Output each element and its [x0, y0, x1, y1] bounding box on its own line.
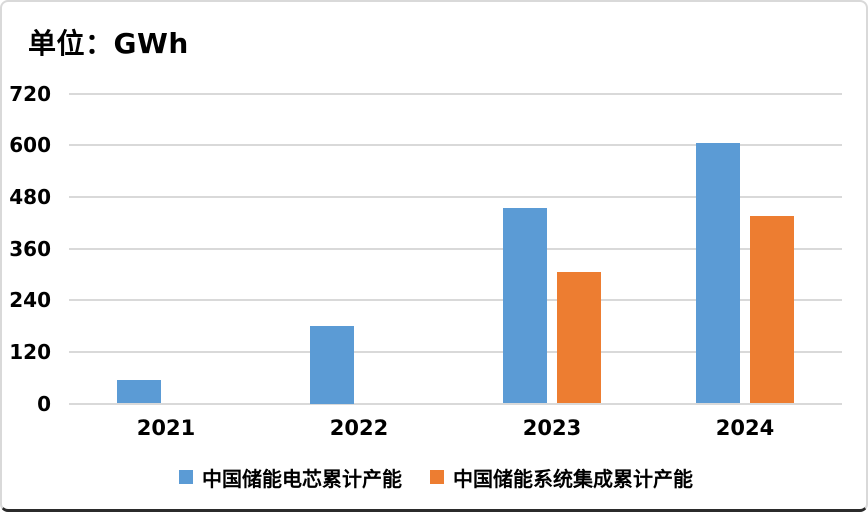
x-axis-label-2022: 2022 — [329, 416, 389, 440]
legend-item-orange: 中国储能系统集成累计产能 — [430, 463, 693, 492]
legend-swatch-icon — [430, 470, 444, 484]
bar-blue-2022 — [310, 326, 354, 404]
y-axis-label-720: 720 — [9, 81, 51, 106]
gridline-360 — [69, 247, 842, 250]
y-axis-label-480: 480 — [9, 184, 51, 209]
x-axis-label-2021: 2021 — [136, 416, 196, 440]
bar-blue-2024 — [696, 143, 740, 404]
y-axis-label-120: 120 — [9, 339, 51, 364]
gridline-600 — [69, 144, 842, 147]
legend-item-blue: 中国储能电芯累计产能 — [179, 463, 402, 492]
legend-label: 中国储能系统集成累计产能 — [453, 466, 693, 491]
y-axis-label-0: 0 — [37, 391, 51, 416]
y-axis-label-240: 240 — [9, 288, 51, 313]
y-axis-label-360: 360 — [9, 236, 51, 261]
bar-blue-2021 — [117, 379, 161, 404]
legend-label: 中国储能电芯累计产能 — [202, 466, 402, 491]
gridline-0 — [69, 402, 842, 405]
x-axis-label-2023: 2023 — [522, 416, 582, 440]
gridline-120 — [69, 350, 842, 353]
bar-orange-2024 — [750, 216, 794, 404]
gridline-480 — [69, 195, 842, 198]
legend: 中国储能电芯累计产能 中国储能系统集成累计产能 — [2, 462, 866, 492]
gridline-720 — [69, 92, 842, 95]
x-axis-label-2024: 2024 — [715, 416, 775, 440]
bar-blue-2023 — [503, 207, 547, 404]
y-axis-label-600: 600 — [9, 133, 51, 158]
chart-unit-title: 单位：GWh — [28, 27, 189, 60]
gridline-240 — [69, 299, 842, 302]
legend-swatch-icon — [179, 470, 193, 484]
bar-orange-2023 — [557, 272, 601, 404]
